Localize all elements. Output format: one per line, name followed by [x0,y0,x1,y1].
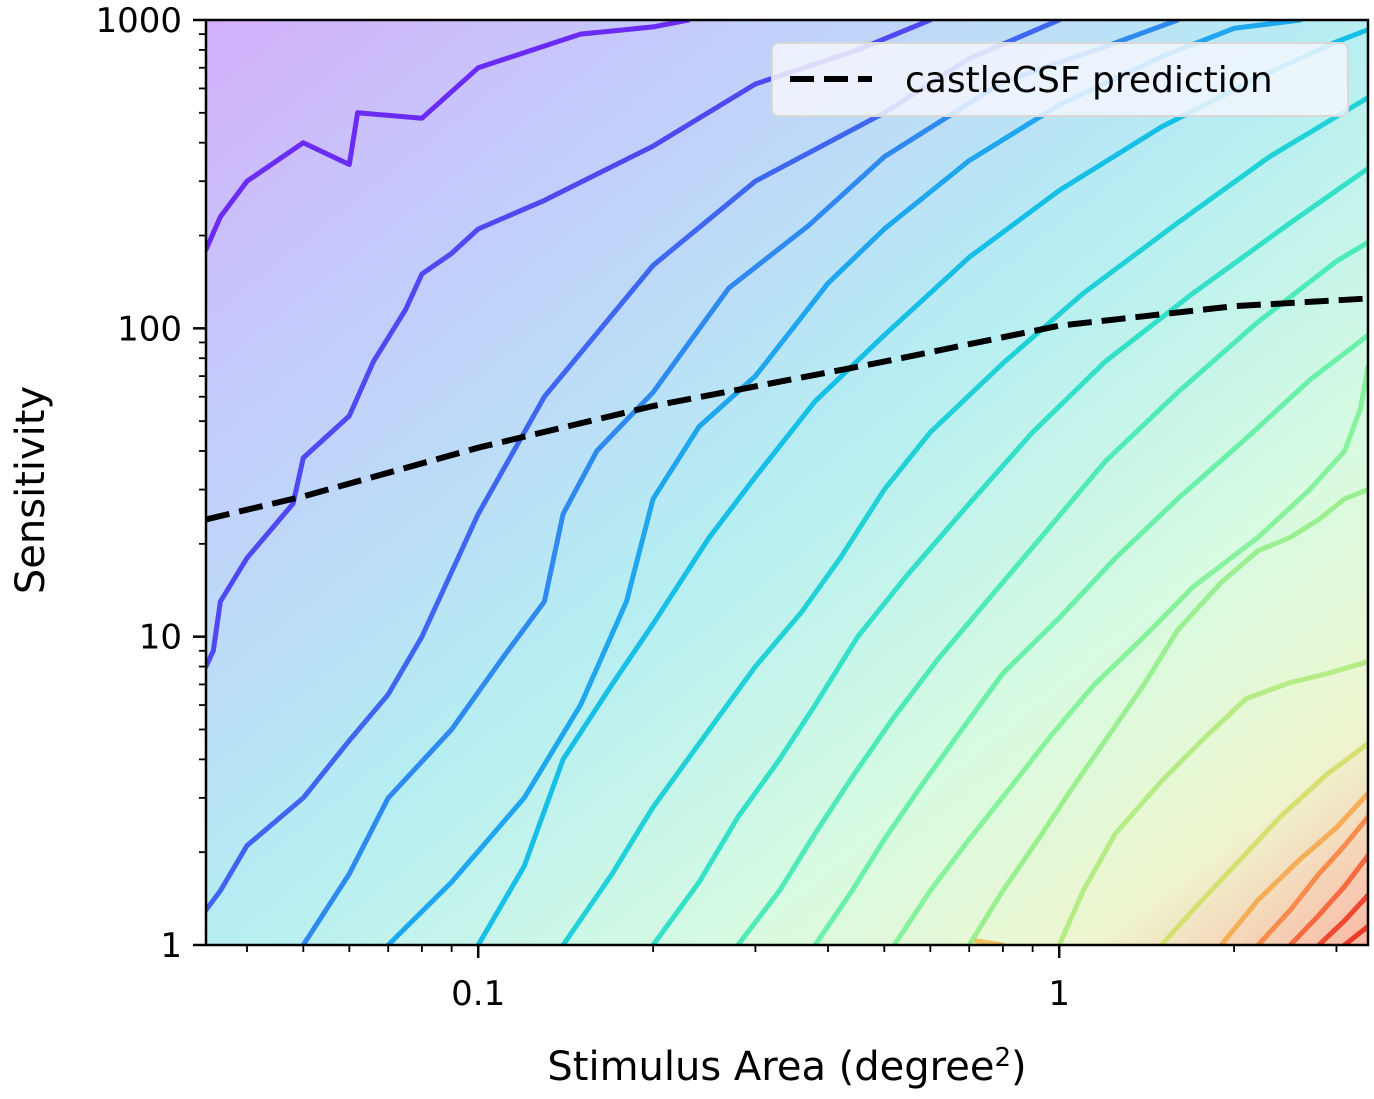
contour-line-2 [206,20,933,669]
contour-line-20 [1342,923,1368,945]
x-tick-label: 0.1 [451,974,505,1014]
major-ticks [193,18,1061,958]
x-tick-label: 1 [1048,974,1070,1014]
legend-box [771,42,1349,117]
contour-line-17 [1255,814,1368,945]
plot-background [206,20,1368,945]
contour-line-11 [891,364,1368,945]
contour-line-9 [735,239,1368,945]
contour-line-18 [1287,853,1368,945]
contour-line-13 [1056,659,1368,945]
contour-line-1 [206,20,691,253]
tick-labels: 1 10 100 1000 0.1 1 [95,1,1070,1014]
y-tick-label: 100 [117,309,182,349]
minor-ticks [199,33,1338,952]
contour-line-3 [206,20,1062,913]
y-tick-label: 10 [139,618,182,658]
contour-line-14 [1159,741,1368,945]
legend: castleCSF prediction [771,42,1349,117]
x-axis-title-superscript: 2 [994,1043,1011,1073]
x-axis-title: Stimulus Area (degree2) [547,1043,1026,1090]
y-axis-title: Sensitivity [8,386,54,594]
y-tick-label: 1000 [95,1,182,41]
contour-lines [206,20,1368,945]
contour-line-10 [812,332,1368,945]
contour-line-19 [1316,892,1368,945]
castlecsf-prediction-line [206,295,1368,523]
contour-line-7 [560,95,1368,945]
legend-label: castleCSF prediction [905,60,1273,101]
contour-line-8 [650,166,1368,945]
prediction-layer [206,295,1368,523]
contour-line-16 [1218,791,1368,945]
plot-frame [204,18,1370,947]
contour-line-12 [966,487,1368,945]
y-tick-label: 1 [160,926,182,966]
